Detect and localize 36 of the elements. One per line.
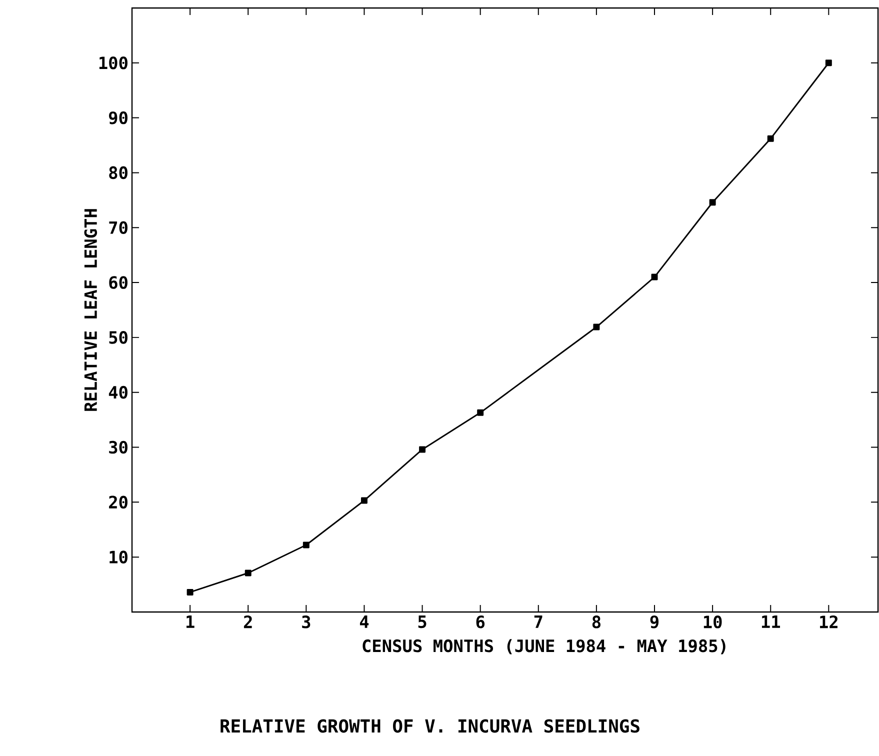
point <box>709 199 716 206</box>
text: RELATIVE GROWTH OF V. INCURVA SEEDLINGS <box>220 719 640 733</box>
y-tick-label: 10 <box>110 550 128 564</box>
x-tick-label: 6 <box>476 616 485 628</box>
x-tick-label: 9 <box>650 616 659 628</box>
point <box>593 324 600 330</box>
y-tick-label: 60 <box>109 276 128 289</box>
x-tick-label: 11 <box>762 616 780 628</box>
point <box>767 135 774 142</box>
y-tick-label: 50 <box>109 331 128 344</box>
x-tick-label: 8 <box>592 615 600 628</box>
y-tick-label: 40 <box>108 386 128 399</box>
y-tick-label: 100 <box>99 56 128 70</box>
y-tick-label: 70 <box>109 221 128 234</box>
y-axis-title: RELATIVE LEAF LENGTH <box>84 209 98 411</box>
x-tick-label: 5 <box>418 616 426 628</box>
x-tick-label: 2 <box>244 615 252 628</box>
point <box>419 446 426 453</box>
x-tick-label: 12 <box>820 615 838 628</box>
x-tick-label: 7 <box>534 616 542 628</box>
point <box>477 409 484 416</box>
x-tick-label: 3 <box>302 615 310 628</box>
x-tick-label: 1 <box>186 616 194 628</box>
point <box>651 274 658 280</box>
y-tick-label: 80 <box>109 166 128 180</box>
point <box>186 588 194 596</box>
point <box>244 570 252 576</box>
point <box>825 60 832 66</box>
x-axis-title: CENSUS MONTHS (JUNE 1984 - MAY 1985) <box>362 639 726 654</box>
y-tick-label: 20 <box>109 496 128 509</box>
point <box>360 497 368 504</box>
x-tick-label: 10 <box>704 615 722 628</box>
y-tick-label: 90 <box>109 111 128 124</box>
point <box>302 542 310 548</box>
x-tick-label: 4 <box>360 616 369 628</box>
y-tick-label: 30 <box>109 440 128 454</box>
